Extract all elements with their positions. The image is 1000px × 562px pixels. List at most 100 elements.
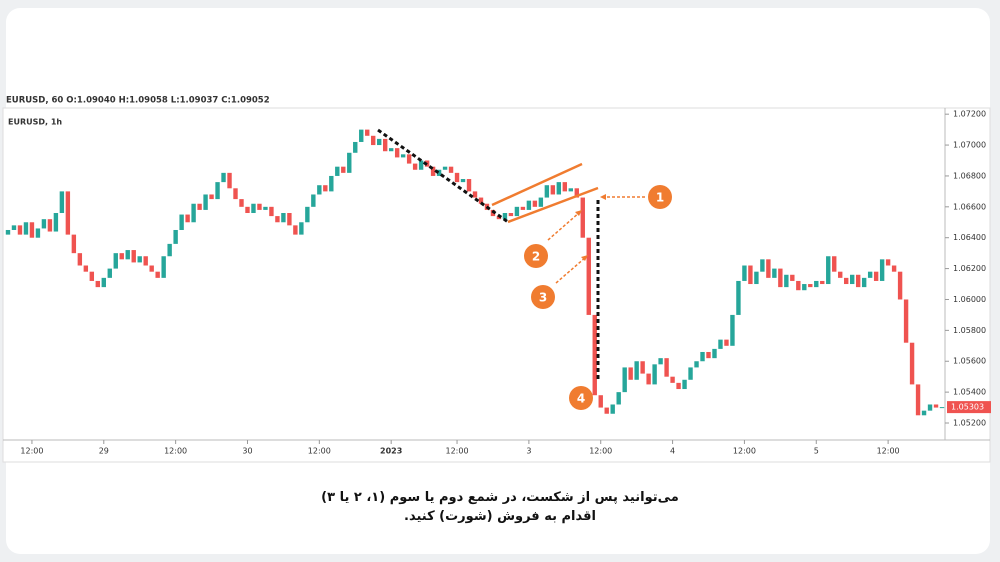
candle	[933, 404, 939, 408]
candle	[766, 259, 771, 278]
candle	[119, 253, 124, 260]
candle	[466, 179, 472, 192]
y-tick-label: 1.06600	[953, 202, 986, 211]
annotation-marker	[524, 244, 548, 268]
candle	[418, 160, 424, 170]
x-tick-label: 12:00	[164, 447, 187, 456]
candle	[754, 271, 759, 285]
candle	[35, 228, 41, 238]
candle	[514, 206, 520, 217]
candle	[365, 129, 370, 136]
y-tick-label: 1.05200	[953, 419, 986, 428]
candle	[131, 250, 136, 263]
candle	[658, 358, 663, 365]
x-tick-label: 12:00	[20, 447, 43, 456]
candle	[143, 256, 148, 266]
candle	[832, 256, 837, 272]
y-tick-label: 1.07200	[953, 110, 986, 119]
x-tick-label: 12:00	[589, 447, 612, 456]
candle	[17, 225, 23, 235]
candle	[544, 185, 550, 198]
candle	[382, 138, 388, 152]
candle	[616, 392, 621, 405]
candle	[460, 179, 466, 183]
candle	[11, 225, 17, 230]
candle	[239, 199, 244, 207]
candle	[838, 271, 843, 278]
candle	[197, 203, 202, 210]
candle	[436, 169, 442, 176]
candle	[155, 271, 160, 278]
y-tick-label: 1.05400	[953, 388, 986, 397]
header: EURUSD, 60 O:1.09040 H:1.09058 L:1.09037…	[6, 96, 270, 106]
candle	[41, 219, 47, 229]
candle	[580, 197, 585, 238]
candle	[245, 206, 250, 214]
candle	[909, 342, 915, 385]
candle	[347, 152, 352, 173]
candle	[538, 197, 544, 207]
candle	[317, 185, 322, 195]
candle	[712, 348, 717, 359]
candle	[718, 339, 723, 349]
x-tick-label: 4	[670, 447, 675, 456]
trend-line	[377, 128, 509, 224]
candle	[778, 268, 783, 288]
candle	[406, 154, 412, 164]
arrow-head	[575, 210, 582, 216]
annotation-marker	[569, 386, 593, 410]
candle	[796, 280, 801, 291]
candle	[281, 213, 286, 223]
candle	[562, 182, 568, 192]
candle	[915, 384, 921, 416]
candle	[820, 280, 825, 285]
candle	[855, 274, 861, 288]
candle	[844, 277, 849, 285]
x-tick-label: 30	[242, 447, 252, 456]
candle	[173, 229, 178, 244]
candle	[520, 206, 526, 210]
candle	[287, 213, 292, 226]
candle	[826, 256, 831, 285]
annotation-label: 2	[532, 250, 540, 264]
candle	[233, 188, 238, 200]
arrow	[547, 211, 581, 241]
candle	[879, 259, 885, 281]
candle	[550, 185, 556, 195]
candle	[209, 194, 214, 200]
candle	[299, 222, 304, 235]
candle	[478, 197, 484, 204]
candle	[574, 188, 579, 198]
arrow	[555, 256, 587, 284]
candle	[885, 259, 891, 266]
x-tick-label: 29	[99, 447, 109, 456]
candle	[742, 265, 747, 281]
candle	[59, 191, 65, 214]
candle	[784, 274, 789, 288]
candle	[790, 274, 795, 281]
candle	[496, 216, 502, 220]
candle	[628, 367, 633, 380]
x-tick-label: 3	[526, 447, 531, 456]
candle	[388, 148, 394, 152]
candle	[442, 166, 448, 170]
annotation-marker	[648, 185, 672, 209]
candle	[921, 410, 927, 416]
candle	[95, 280, 101, 288]
candle	[670, 376, 675, 383]
y-tick-label: 1.06800	[953, 171, 986, 180]
candle	[814, 280, 819, 288]
candle	[700, 351, 705, 362]
legend: EURUSD, 1h	[8, 118, 62, 127]
candle	[221, 172, 226, 183]
channel-top	[491, 162, 583, 207]
x-tick-label: 12:00	[446, 447, 469, 456]
candle	[149, 265, 154, 272]
candle	[622, 367, 627, 393]
channel-bottom	[507, 186, 599, 224]
candle	[377, 138, 382, 146]
candle	[472, 191, 478, 198]
candle	[53, 213, 59, 232]
annotation-lines	[377, 128, 645, 380]
